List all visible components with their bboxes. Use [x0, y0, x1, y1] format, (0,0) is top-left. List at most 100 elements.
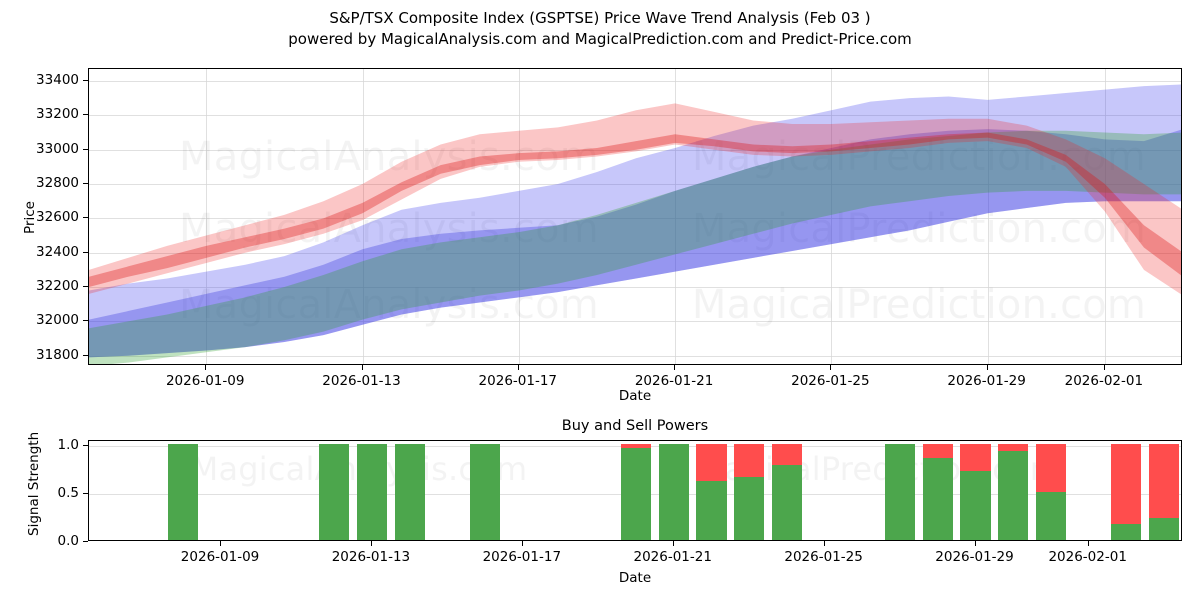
price-ylabel: Price [22, 201, 38, 234]
price-gridline-h [89, 184, 1181, 186]
signal-ylabel: Signal Strength [26, 431, 42, 536]
price-ytick-label: 33000 [36, 140, 79, 157]
buy-sell-overlay [88, 440, 1182, 541]
signal-xtick-mark [974, 541, 976, 546]
signal-xtick-mark [1087, 541, 1089, 546]
signal-bar [1035, 443, 1067, 540]
sell-power-segment [960, 443, 991, 471]
signal-bar [394, 443, 425, 540]
signal-xtick-label: 2026-01-29 [935, 549, 1014, 565]
blue-inner-band [89, 129, 1181, 358]
price-ytick-label: 32000 [36, 312, 79, 329]
buy-power-segment [658, 443, 689, 540]
signal-chart-title: Buy and Sell Powers [561, 418, 709, 434]
price-xtick-label: 2026-01-17 [478, 373, 558, 389]
price-ytick-label: 32200 [36, 278, 79, 295]
sell-power-segment [1111, 443, 1142, 524]
signal-bar [696, 443, 727, 540]
price-xtick-mark [674, 365, 676, 370]
buy-power-segment [998, 450, 1029, 540]
signal-xtick-mark [370, 541, 372, 546]
signal-xtick-label: 2026-01-25 [784, 549, 863, 565]
signal-bar [922, 443, 953, 540]
price-xtick-label: 2026-01-09 [165, 373, 245, 389]
buy-power-segment [470, 443, 501, 540]
price-xtick-mark [361, 365, 363, 370]
sell-power-segment [922, 443, 953, 459]
signal-ytick-label: 1.0 [57, 436, 79, 453]
price-xtick-label: 2026-01-13 [322, 373, 401, 389]
signal-bar [1111, 443, 1142, 540]
price-gridline-h [89, 287, 1181, 289]
green-band [89, 130, 1181, 364]
price-ytick-label: 32800 [36, 175, 79, 192]
buy-power-segment [168, 443, 199, 540]
price-xtick-mark [830, 365, 832, 370]
signal-xtick-label: 2026-01-17 [482, 549, 562, 565]
price-ytick-mark [83, 80, 88, 82]
signal-bar [658, 443, 689, 540]
price-gridline-h [89, 355, 1181, 357]
price-gridline-v [987, 69, 989, 364]
price-gridline-v [1104, 69, 1106, 364]
sell-power-segment [734, 443, 765, 477]
price-ytick-mark [83, 114, 88, 116]
page-title: S&P/TSX Composite Index (GSPTSE) Price W… [0, 8, 1200, 50]
price-ytick-label: 32600 [36, 209, 79, 226]
price-band-layer [89, 84, 1181, 364]
price-ytick-mark [83, 217, 88, 219]
signal-xtick-mark [220, 541, 222, 546]
price-ytick-label: 32400 [36, 243, 79, 260]
signal-xlabel: Date [618, 570, 652, 586]
signal-xtick-label: 2026-01-09 [180, 549, 260, 565]
price-ytick-mark [83, 183, 88, 185]
price-xlabel: Date [618, 388, 652, 404]
price-xtick-mark [986, 365, 988, 370]
buy-power-segment [356, 443, 387, 540]
signal-ytick-label: 0.0 [57, 533, 79, 549]
signal-bar [960, 443, 991, 540]
buy-power-segment [922, 458, 953, 540]
sell-power-segment [771, 443, 802, 465]
price-ytick-mark [83, 354, 88, 356]
signal-bar [470, 443, 501, 540]
price-gridline-h [89, 321, 1181, 323]
price-xtick-mark [205, 365, 207, 370]
buy-power-segment [696, 481, 727, 540]
price-gridline-h [89, 81, 1181, 83]
signal-xtick-label: 2026-01-21 [633, 549, 712, 565]
red-outer-band [89, 103, 1181, 295]
buy-power-segment [771, 464, 802, 540]
title-line-2: powered by MagicalAnalysis.com and Magic… [288, 30, 912, 48]
signal-xtick-mark [672, 541, 674, 546]
blue-outer-band [89, 84, 1181, 358]
price-ytick-mark [83, 251, 88, 253]
signal-bar [998, 443, 1029, 540]
price-ytick-mark [83, 320, 88, 322]
price-xtick-label: 2026-01-21 [634, 373, 714, 389]
price-xtick-mark [517, 365, 519, 370]
price-gridline-h [89, 252, 1181, 254]
price-gridline-v [518, 69, 520, 364]
signal-bar [884, 443, 916, 540]
sell-power-segment [1035, 443, 1067, 492]
buy-power-segment [1035, 491, 1067, 540]
price-xtick-mark [1103, 365, 1105, 370]
title-line-1: S&P/TSX Composite Index (GSPTSE) Price W… [329, 9, 871, 27]
price-gridline-h [89, 149, 1181, 151]
signal-xtick-mark [521, 541, 523, 546]
signal-bar [1149, 443, 1180, 540]
sell-power-segment [696, 443, 727, 482]
buy-sell-powers-chart: MagicalAnalysis.comMagicalPrediction.com [88, 440, 1182, 541]
price-ytick-label: 33200 [36, 106, 79, 123]
signal-bar [356, 443, 387, 540]
buy-power-segment [394, 443, 425, 540]
buy-power-segment [1111, 523, 1142, 540]
price-xtick-label: 2026-01-25 [791, 373, 870, 389]
price-ytick-mark [83, 148, 88, 150]
signal-xtick-mark [823, 541, 825, 546]
buy-power-segment [884, 443, 916, 540]
signal-ytick-label: 0.5 [57, 484, 79, 501]
sell-power-segment [998, 443, 1029, 451]
